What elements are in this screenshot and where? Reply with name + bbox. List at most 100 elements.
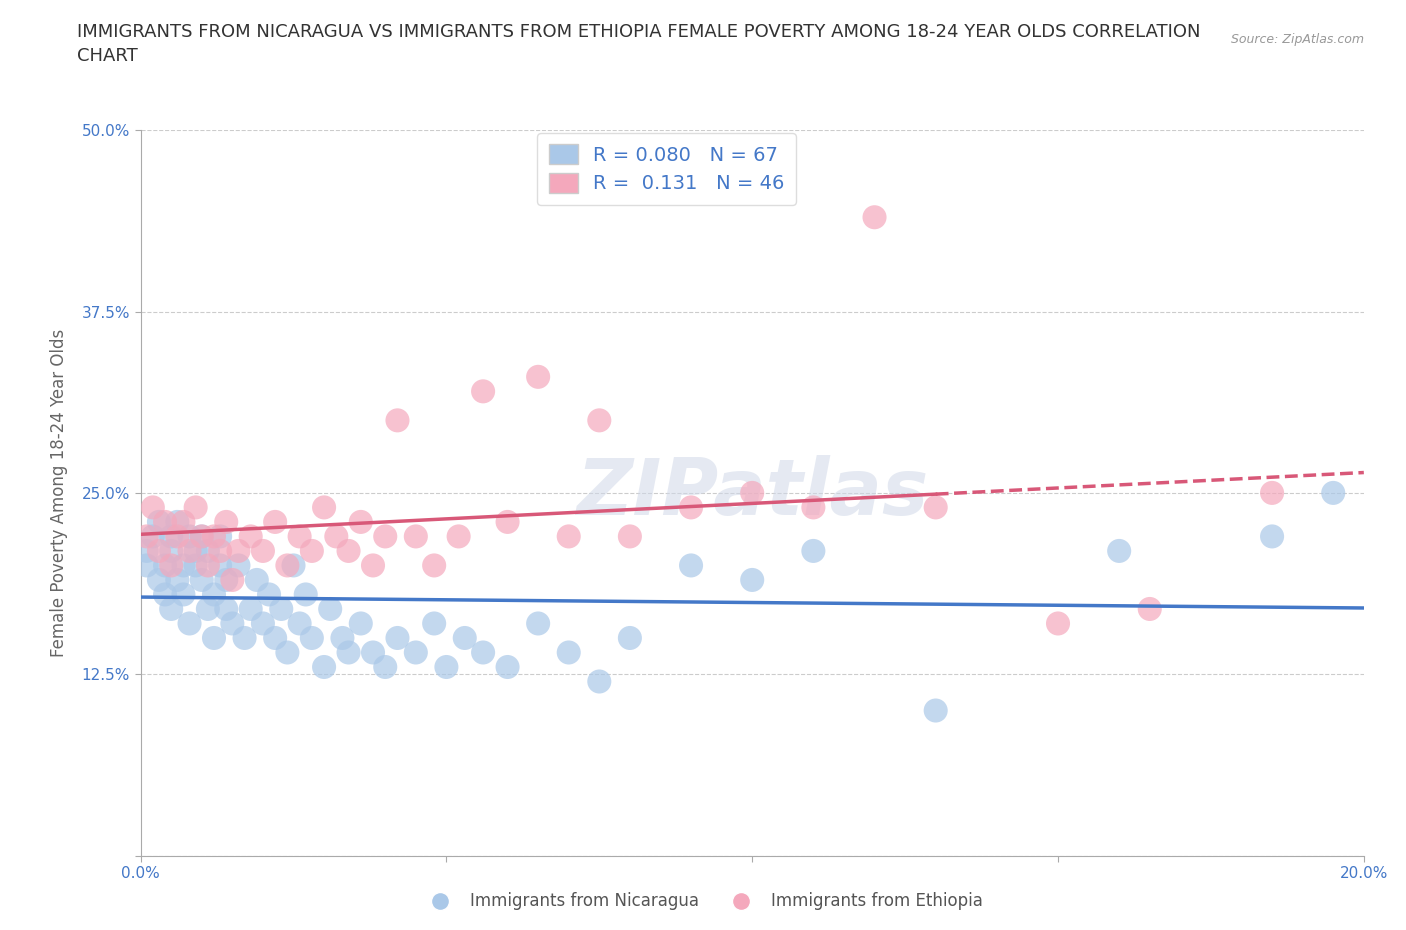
Point bbox=[184, 543, 207, 558]
Point bbox=[221, 616, 243, 631]
Point bbox=[374, 659, 396, 674]
Text: ZIPatlas: ZIPatlas bbox=[576, 455, 928, 531]
Point bbox=[436, 659, 458, 674]
Point bbox=[228, 558, 250, 573]
Point bbox=[337, 645, 360, 660]
Point bbox=[246, 573, 269, 588]
Point bbox=[558, 645, 581, 660]
Point bbox=[209, 543, 232, 558]
Point bbox=[741, 485, 763, 500]
Text: IMMIGRANTS FROM NICARAGUA VS IMMIGRANTS FROM ETHIOPIA FEMALE POVERTY AMONG 18-24: IMMIGRANTS FROM NICARAGUA VS IMMIGRANTS … bbox=[77, 23, 1201, 65]
Point bbox=[179, 616, 201, 631]
Point bbox=[160, 529, 183, 544]
Point bbox=[160, 543, 183, 558]
Point bbox=[233, 631, 256, 645]
Point bbox=[350, 514, 373, 529]
Point bbox=[288, 616, 311, 631]
Point bbox=[209, 529, 232, 544]
Point bbox=[142, 529, 165, 544]
Point bbox=[135, 529, 157, 544]
Point bbox=[215, 602, 238, 617]
Point bbox=[209, 558, 232, 573]
Legend: Immigrants from Nicaragua, Immigrants from Ethiopia: Immigrants from Nicaragua, Immigrants fr… bbox=[416, 885, 990, 917]
Point bbox=[215, 514, 238, 529]
Point bbox=[294, 587, 316, 602]
Point bbox=[405, 645, 427, 660]
Point bbox=[1046, 616, 1070, 631]
Point bbox=[148, 573, 170, 588]
Point bbox=[202, 631, 225, 645]
Point bbox=[1139, 602, 1161, 617]
Point bbox=[325, 529, 347, 544]
Point bbox=[312, 659, 335, 674]
Point bbox=[135, 543, 157, 558]
Point bbox=[454, 631, 477, 645]
Point bbox=[239, 602, 262, 617]
Point bbox=[423, 558, 446, 573]
Point bbox=[197, 602, 219, 617]
Point bbox=[496, 659, 519, 674]
Point bbox=[197, 543, 219, 558]
Point bbox=[148, 514, 170, 529]
Point bbox=[276, 558, 298, 573]
Point bbox=[741, 573, 763, 588]
Point bbox=[681, 558, 703, 573]
Point bbox=[423, 616, 446, 631]
Point bbox=[264, 631, 287, 645]
Point bbox=[179, 529, 201, 544]
Point bbox=[191, 529, 214, 544]
Point bbox=[153, 514, 176, 529]
Point bbox=[361, 558, 384, 573]
Point bbox=[153, 558, 176, 573]
Point bbox=[319, 602, 342, 617]
Point bbox=[1261, 485, 1284, 500]
Point bbox=[332, 631, 354, 645]
Point bbox=[228, 543, 250, 558]
Point bbox=[276, 645, 298, 660]
Point bbox=[166, 529, 188, 544]
Point bbox=[863, 210, 886, 225]
Point bbox=[264, 514, 287, 529]
Point bbox=[288, 529, 311, 544]
Point bbox=[1108, 543, 1130, 558]
Point bbox=[1261, 529, 1284, 544]
Point bbox=[405, 529, 427, 544]
Point bbox=[361, 645, 384, 660]
Point bbox=[257, 587, 280, 602]
Point bbox=[191, 573, 214, 588]
Y-axis label: Female Poverty Among 18-24 Year Olds: Female Poverty Among 18-24 Year Olds bbox=[49, 329, 67, 657]
Point bbox=[447, 529, 470, 544]
Point bbox=[239, 529, 262, 544]
Point bbox=[202, 587, 225, 602]
Point bbox=[337, 543, 360, 558]
Legend: R = 0.080   N = 67, R =  0.131   N = 46: R = 0.080 N = 67, R = 0.131 N = 46 bbox=[537, 133, 796, 205]
Point bbox=[301, 543, 323, 558]
Point bbox=[172, 558, 194, 573]
Point bbox=[184, 558, 207, 573]
Point bbox=[925, 500, 948, 515]
Point bbox=[588, 674, 610, 689]
Point bbox=[148, 543, 170, 558]
Point bbox=[1322, 485, 1344, 500]
Point bbox=[160, 602, 183, 617]
Point bbox=[142, 500, 165, 515]
Point bbox=[472, 384, 495, 399]
Point bbox=[252, 616, 274, 631]
Point bbox=[202, 529, 225, 544]
Point bbox=[496, 514, 519, 529]
Point bbox=[221, 573, 243, 588]
Point bbox=[191, 529, 214, 544]
Point bbox=[374, 529, 396, 544]
Point bbox=[558, 529, 581, 544]
Point bbox=[387, 631, 409, 645]
Point bbox=[283, 558, 305, 573]
Point bbox=[619, 631, 641, 645]
Point bbox=[160, 558, 183, 573]
Point bbox=[619, 529, 641, 544]
Point bbox=[387, 413, 409, 428]
Point bbox=[312, 500, 335, 515]
Point bbox=[803, 543, 825, 558]
Point bbox=[172, 514, 194, 529]
Point bbox=[172, 587, 194, 602]
Point bbox=[135, 558, 157, 573]
